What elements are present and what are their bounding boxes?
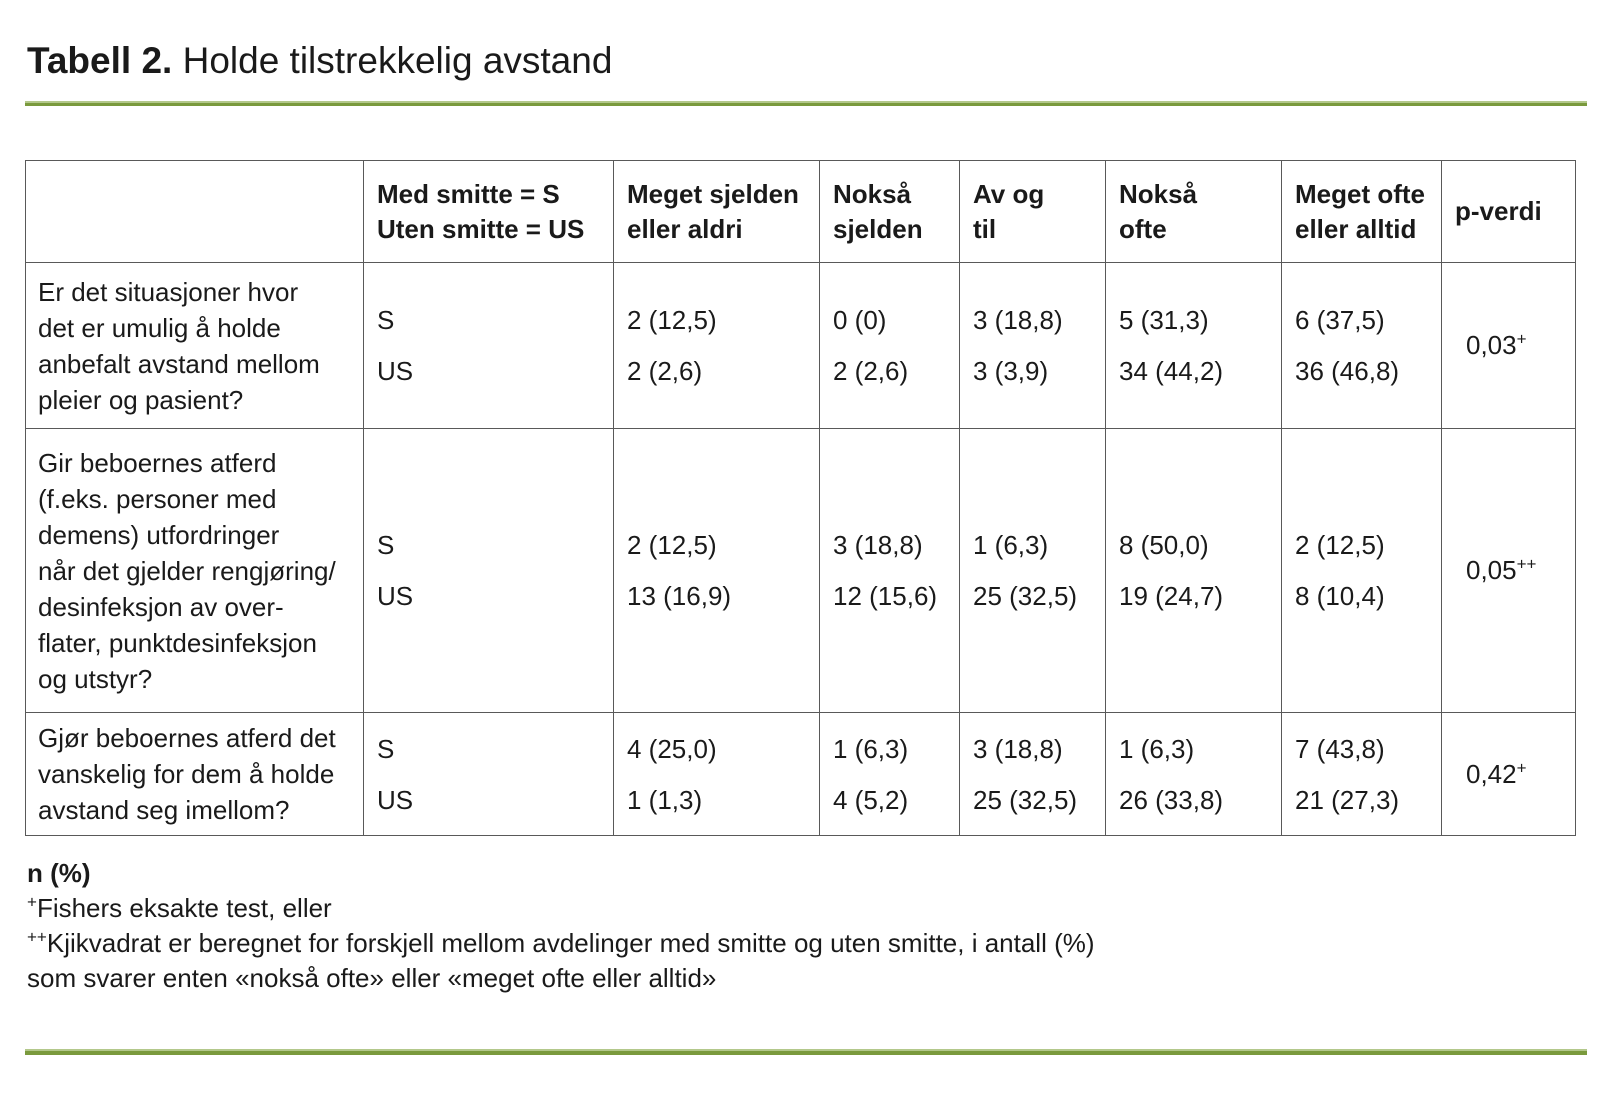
table-title-number: Tabell 2.	[27, 40, 173, 81]
value-s: 7 (43,8)	[1295, 733, 1385, 764]
value-cell: 3 (18,8) 25 (32,5)	[959, 712, 1106, 836]
question-cell: Gir beboernes atferd (f.eks. personer me…	[25, 428, 364, 713]
value-s: 0 (0)	[833, 305, 887, 335]
p-value-marker: +	[1516, 757, 1527, 777]
value-cell: 2 (12,5) 13 (16,9)	[613, 428, 820, 713]
results-table: Med smitte = S Uten smitte = US Meget sj…	[25, 160, 1576, 836]
footnote-n-percent: n (%)	[27, 858, 91, 888]
value-cell: 4 (25,0) 1 (1,3)	[613, 712, 820, 836]
value-cell: 5 (31,3) 34 (44,2)	[1105, 262, 1282, 429]
value-us: 1 (1,3)	[627, 784, 703, 815]
footnote-marker: +	[27, 892, 37, 912]
table-row: Gjør beboernes atferd det vanskelig for …	[25, 712, 1576, 836]
header-cell-smitte-legend: Med smitte = S Uten smitte = US	[363, 160, 614, 263]
value-s: 2 (12,5)	[627, 530, 717, 560]
question-cell: Er det situasjoner hvor det er umulig å …	[25, 262, 364, 429]
value-us: 21 (27,3)	[1295, 784, 1400, 815]
p-value-cell: 0,05++	[1441, 428, 1576, 713]
header-cell-blank	[25, 160, 364, 263]
p-value: 0,42	[1466, 758, 1517, 789]
footnote-kjikvadrat: ++Kjikvadrat er beregnet for forskjell m…	[27, 927, 1095, 958]
footnote-kjikvadrat-continued: som svarer enten «nokså ofte» eller «meg…	[27, 963, 717, 993]
footnote-fishers: +Fishers eksakte test, eller	[27, 892, 332, 923]
header-row: Med smitte = S Uten smitte = US Meget sj…	[25, 160, 1576, 263]
table-title-text: Holde tilstrekkelig avstand	[172, 40, 613, 81]
value-us: 19 (24,7)	[1119, 581, 1224, 611]
value-s: 3 (18,8)	[833, 530, 923, 560]
value-us: 13 (16,9)	[627, 581, 732, 611]
value-us: 25 (32,5)	[973, 581, 1078, 611]
value-cell: 7 (43,8) 21 (27,3)	[1281, 712, 1442, 836]
value-us: 12 (15,6)	[833, 581, 938, 611]
p-value-cell: 0,03+	[1441, 262, 1576, 429]
p-value-cell: 0,42+	[1441, 712, 1576, 836]
value-s: 3 (18,8)	[973, 733, 1063, 764]
group-label-us: US	[377, 356, 414, 386]
value-cell: 1 (6,3) 4 (5,2)	[819, 712, 960, 836]
header-cell-noksa-ofte: Nokså ofte	[1105, 160, 1282, 263]
value-s: 2 (12,5)	[627, 305, 717, 335]
value-s: 3 (18,8)	[973, 305, 1063, 335]
group-label-s: S	[377, 530, 395, 560]
footnote-marker: ++	[27, 927, 47, 947]
value-cell: 3 (18,8) 3 (3,9)	[959, 262, 1106, 429]
value-s: 8 (50,0)	[1119, 530, 1209, 560]
group-cell: S US	[363, 428, 614, 713]
value-us: 2 (2,6)	[833, 356, 909, 386]
value-cell: 8 (50,0) 19 (24,7)	[1105, 428, 1282, 713]
p-value-marker: +	[1516, 329, 1527, 349]
value-cell: 2 (12,5) 8 (10,4)	[1281, 428, 1442, 713]
header-cell-meget-sjelden: Meget sjelden eller aldri	[613, 160, 820, 263]
header-cell-p-verdi: p-verdi	[1441, 160, 1576, 263]
group-label-s: S	[377, 305, 395, 335]
header-cell-av-og-til: Av og til	[959, 160, 1106, 263]
p-value-marker: ++	[1516, 554, 1537, 574]
value-s: 5 (31,3)	[1119, 305, 1209, 335]
p-value: 0,05	[1466, 555, 1517, 585]
value-cell: 6 (37,5) 36 (46,8)	[1281, 262, 1442, 429]
group-label-us: US	[377, 581, 414, 611]
value-cell: 1 (6,3) 25 (32,5)	[959, 428, 1106, 713]
table-row: Er det situasjoner hvor det er umulig å …	[25, 262, 1576, 429]
value-us: 8 (10,4)	[1295, 581, 1385, 611]
footnotes: n (%) +Fishers eksakte test, eller ++Kji…	[27, 856, 1095, 996]
value-s: 2 (12,5)	[1295, 530, 1385, 560]
value-s: 1 (6,3)	[833, 733, 909, 764]
value-s: 1 (6,3)	[973, 530, 1049, 560]
table-row: Gir beboernes atferd (f.eks. personer me…	[25, 428, 1576, 713]
group-label-us: US	[377, 784, 414, 815]
header-cell-noksa-sjelden: Nokså sjelden	[819, 160, 960, 263]
table-title: Tabell 2. Holde tilstrekkelig avstand	[27, 40, 612, 82]
value-us: 4 (5,2)	[833, 784, 909, 815]
group-cell: S US	[363, 712, 614, 836]
value-cell: 1 (6,3) 26 (33,8)	[1105, 712, 1282, 836]
value-s: 4 (25,0)	[627, 733, 717, 764]
question-cell: Gjør beboernes atferd det vanskelig for …	[25, 712, 364, 836]
value-cell: 2 (12,5) 2 (2,6)	[613, 262, 820, 429]
p-value: 0,03	[1466, 330, 1517, 360]
value-cell: 0 (0) 2 (2,6)	[819, 262, 960, 429]
value-s: 1 (6,3)	[1119, 733, 1195, 764]
value-us: 3 (3,9)	[973, 356, 1049, 386]
value-us: 2 (2,6)	[627, 356, 703, 386]
bottom-divider-rule	[25, 1049, 1587, 1055]
value-us: 36 (46,8)	[1295, 356, 1400, 386]
top-divider-rule	[25, 101, 1587, 106]
value-us: 26 (33,8)	[1119, 784, 1224, 815]
value-s: 6 (37,5)	[1295, 305, 1385, 335]
group-cell: S US	[363, 262, 614, 429]
header-cell-meget-ofte: Meget ofte eller alltid	[1281, 160, 1442, 263]
group-label-s: S	[377, 733, 395, 764]
value-us: 25 (32,5)	[973, 784, 1078, 815]
value-us: 34 (44,2)	[1119, 356, 1224, 386]
value-cell: 3 (18,8) 12 (15,6)	[819, 428, 960, 713]
